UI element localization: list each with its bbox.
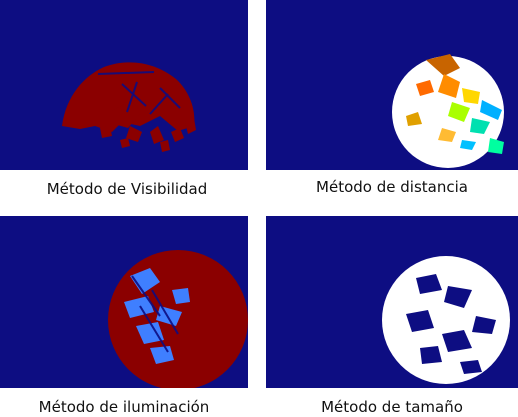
caption-visibility: Método de Visibilidad	[46, 180, 208, 198]
caption-distance: Método de distancia	[316, 178, 468, 196]
panel-size-image	[266, 216, 518, 388]
panel-distance-image	[266, 0, 518, 170]
panel-visibility-image	[0, 0, 248, 170]
panel-illumination-image	[0, 216, 248, 388]
caption-illumination: Método de iluminación	[38, 398, 210, 416]
caption-size: Método de tamaño	[321, 398, 463, 416]
